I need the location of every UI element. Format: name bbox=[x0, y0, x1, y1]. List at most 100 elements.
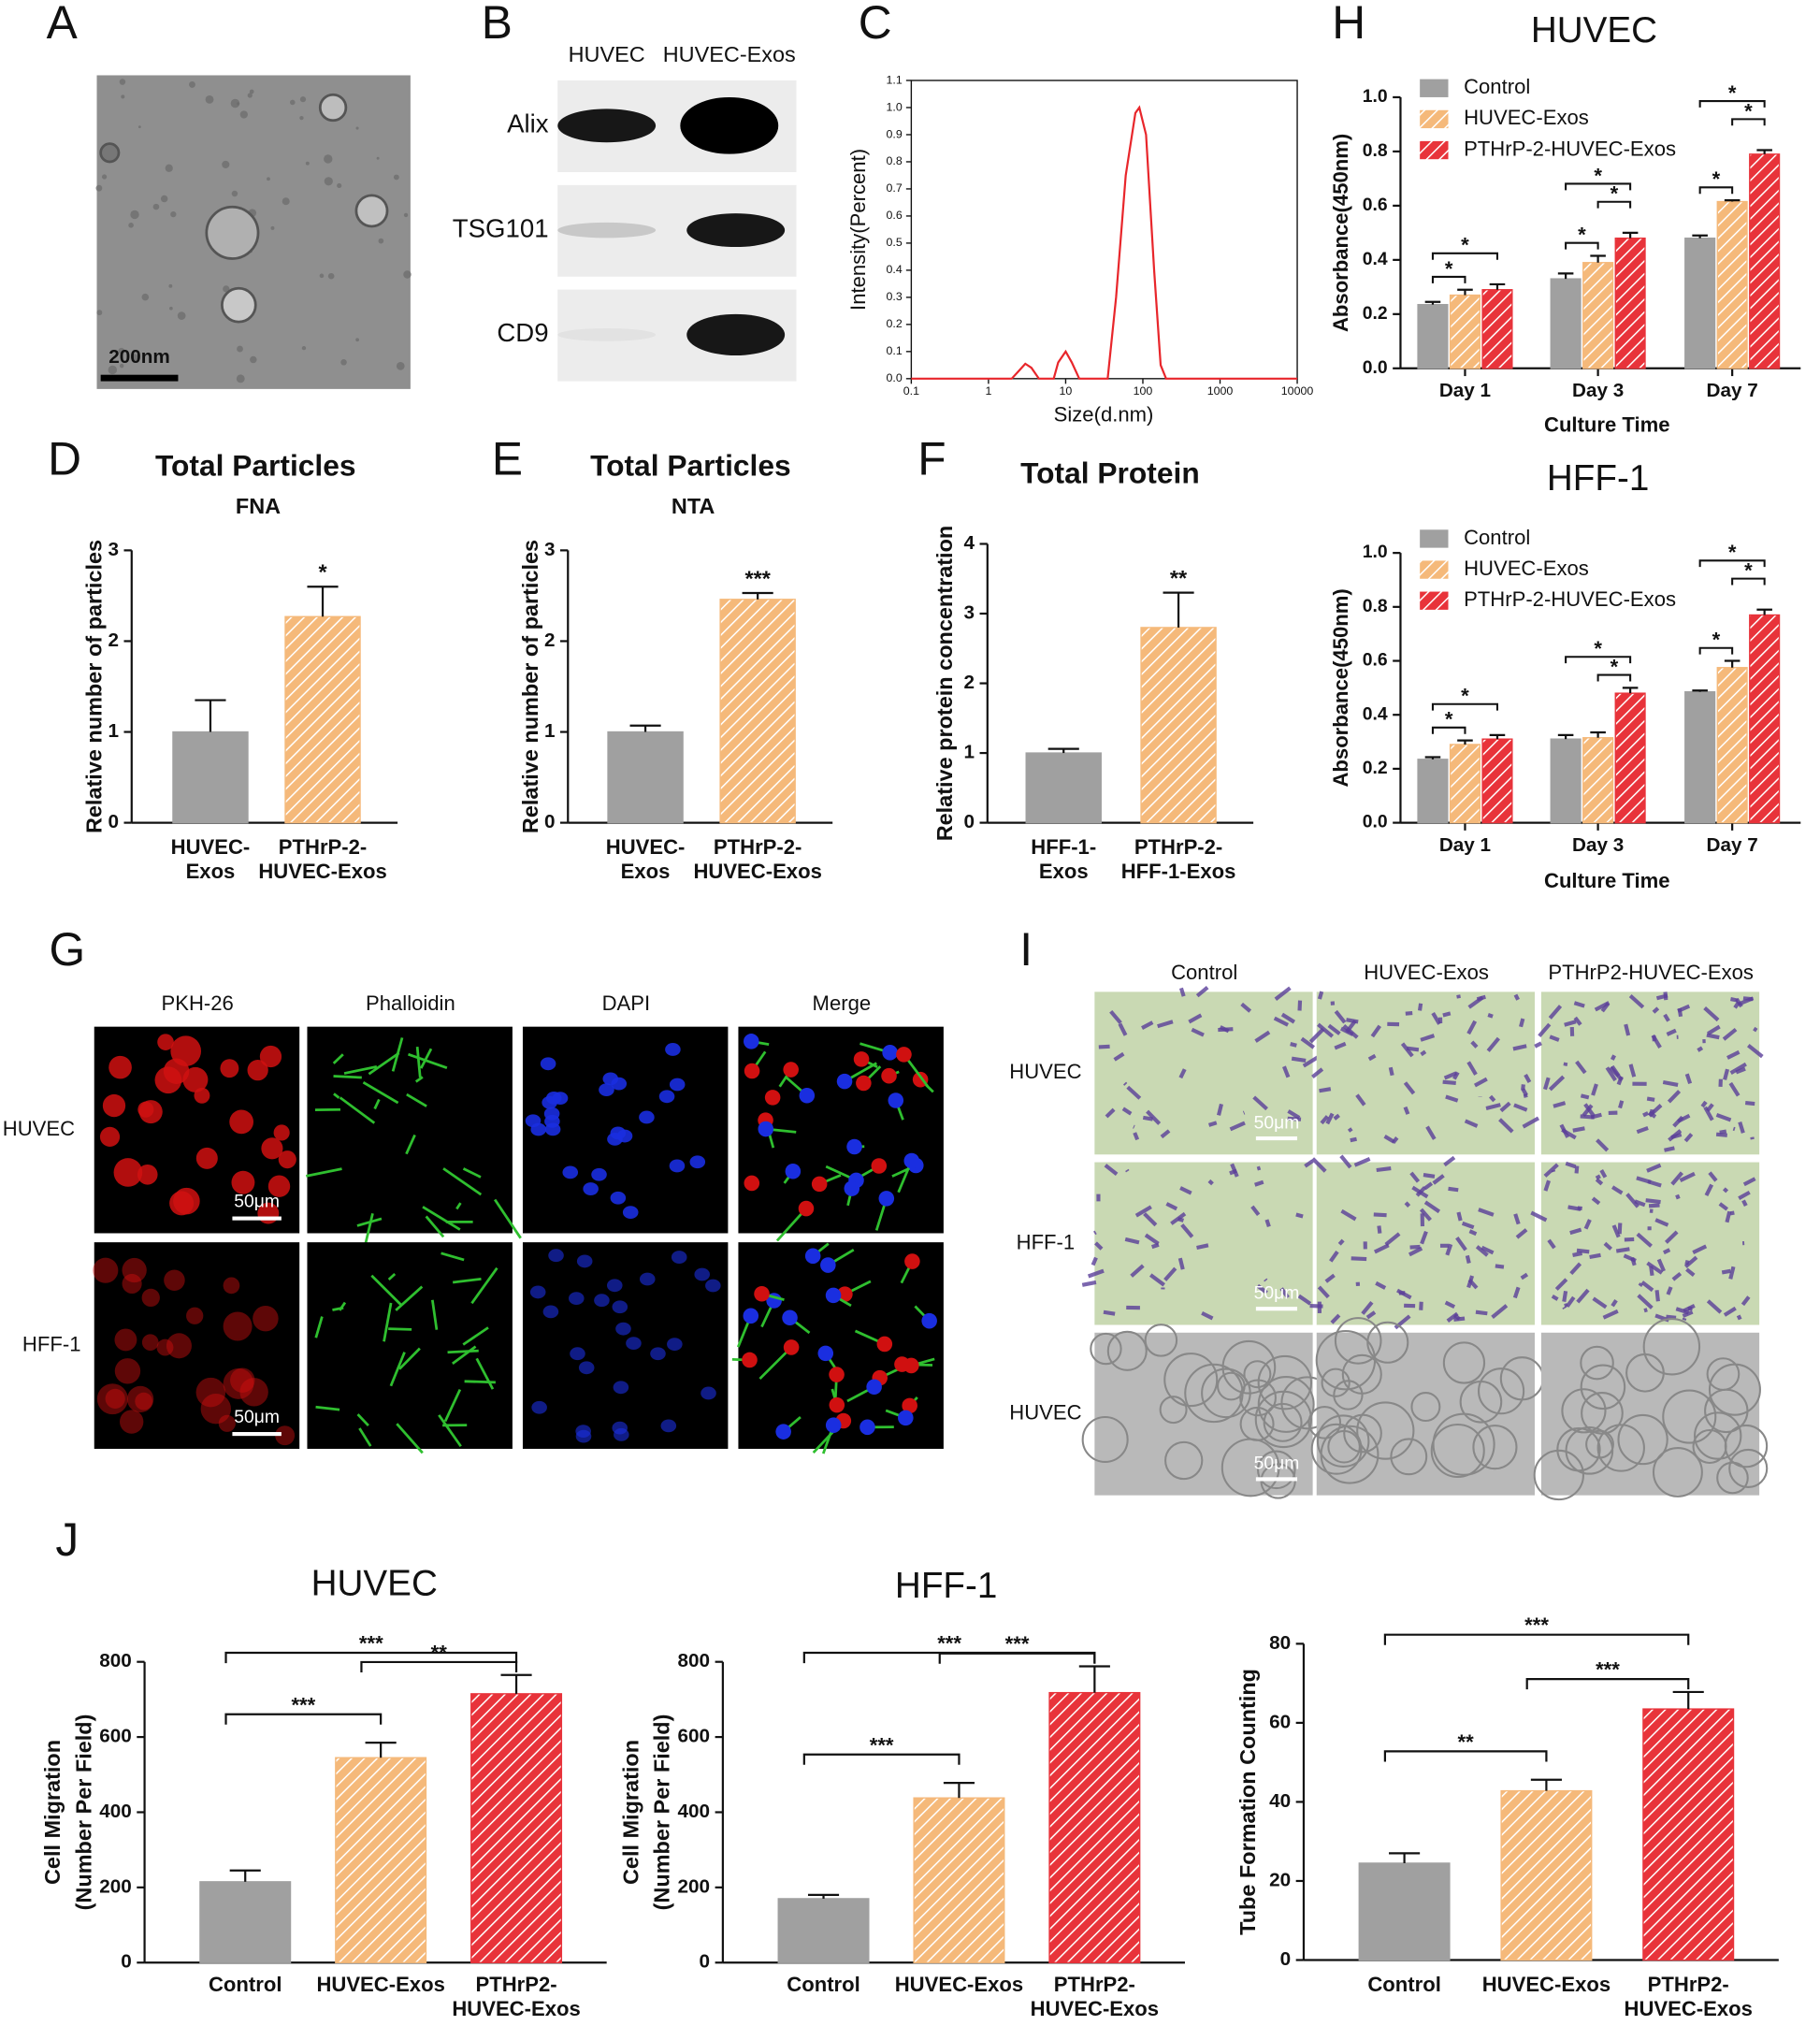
cell bbox=[164, 1269, 185, 1291]
nucleus bbox=[758, 1121, 773, 1137]
cell bbox=[1754, 1029, 1756, 1031]
bar bbox=[1643, 1709, 1734, 1960]
cell bbox=[1197, 1245, 1208, 1248]
nucleus bbox=[782, 1309, 798, 1325]
cell bbox=[1566, 1063, 1567, 1066]
panel-letter: A bbox=[47, 0, 79, 49]
x-tick-label: PTHrP2- bbox=[476, 1973, 557, 1996]
tem-speck bbox=[138, 125, 141, 128]
chart-title: HFF-1 bbox=[895, 1566, 997, 1606]
tem-speck bbox=[340, 359, 347, 366]
cell bbox=[1082, 1282, 1096, 1285]
bar bbox=[471, 1694, 562, 1962]
tem-speck bbox=[250, 356, 256, 363]
cell bbox=[1449, 1189, 1459, 1190]
tem-speck bbox=[240, 110, 248, 118]
tem-speck bbox=[130, 210, 138, 219]
y-tick-label: 0.3 bbox=[886, 290, 902, 303]
nucleus bbox=[626, 1337, 642, 1350]
band bbox=[557, 328, 656, 341]
cell bbox=[1104, 1312, 1115, 1314]
nucleus bbox=[903, 1153, 919, 1169]
significance-label: *** bbox=[937, 1632, 961, 1656]
cell bbox=[1351, 1258, 1366, 1259]
protein-label: CD9 bbox=[497, 318, 548, 347]
bar bbox=[1451, 745, 1481, 823]
cell bbox=[1730, 1213, 1734, 1214]
y-tick-label: 0.0 bbox=[1363, 358, 1388, 378]
cell bbox=[1722, 1271, 1730, 1273]
line-series bbox=[911, 108, 1297, 379]
nucleus bbox=[650, 1347, 666, 1360]
cell bbox=[1218, 1029, 1233, 1030]
cell bbox=[1680, 1008, 1681, 1017]
cell bbox=[1564, 1308, 1565, 1309]
bar bbox=[778, 1899, 869, 1962]
y-tick-label: 2 bbox=[544, 629, 556, 651]
significance-label: * bbox=[1594, 164, 1602, 187]
cell bbox=[1521, 1019, 1523, 1027]
nucleus bbox=[543, 1305, 559, 1318]
nucleus bbox=[829, 1367, 845, 1382]
nucleus bbox=[921, 1313, 937, 1329]
cell bbox=[1620, 1101, 1622, 1108]
significance-label: * bbox=[1611, 182, 1619, 206]
nucleus bbox=[877, 1337, 893, 1353]
cell bbox=[1535, 1043, 1541, 1046]
x-tick-label: HUVEC-Exos bbox=[693, 860, 821, 883]
x-tick-label: PTHrP-2- bbox=[279, 835, 367, 859]
tem-speck bbox=[231, 99, 240, 109]
x-axis-label: Size(d.nm) bbox=[1054, 403, 1154, 427]
y-tick-label: 2 bbox=[108, 629, 119, 651]
error-bar bbox=[1558, 273, 1574, 279]
cell bbox=[1716, 1135, 1727, 1136]
legend-swatch bbox=[1420, 80, 1448, 97]
bar bbox=[1685, 692, 1715, 823]
nucleus bbox=[544, 1115, 560, 1128]
cell bbox=[1632, 1258, 1635, 1266]
nucleus bbox=[854, 1051, 870, 1067]
lane-label: HUVEC-Exos bbox=[663, 42, 796, 66]
cell bbox=[274, 1124, 290, 1140]
legend-label: PTHrP-2-HUVEC-Exos bbox=[1464, 137, 1676, 160]
nucleus bbox=[602, 1072, 618, 1085]
cell bbox=[1209, 1180, 1213, 1183]
y-tick-label: 600 bbox=[678, 1726, 711, 1747]
significance-label: * bbox=[1578, 224, 1586, 247]
y-axis-label: Absorbance(450nm) bbox=[1329, 134, 1352, 332]
tem-speck bbox=[355, 338, 359, 341]
y-tick-label: 3 bbox=[544, 539, 556, 560]
x-tick-label: Day 7 bbox=[1707, 834, 1758, 856]
nucleus bbox=[607, 1133, 623, 1146]
cell bbox=[1616, 1249, 1629, 1251]
bar bbox=[1501, 1791, 1592, 1960]
error-bar bbox=[1079, 1667, 1110, 1693]
nucleus bbox=[754, 1286, 770, 1302]
cell bbox=[1720, 1132, 1726, 1133]
bar bbox=[1750, 154, 1780, 369]
nucleus bbox=[667, 1338, 683, 1351]
fiber bbox=[334, 1077, 362, 1078]
nucleus bbox=[743, 1309, 758, 1324]
column-label: Phalloidin bbox=[366, 991, 455, 1015]
tem-speck bbox=[237, 346, 243, 353]
x-tick-label: HUVEC-Exos bbox=[895, 1973, 1023, 1996]
nucleus bbox=[661, 1419, 677, 1432]
micrograph bbox=[307, 1242, 512, 1449]
y-tick-label: 0.7 bbox=[886, 181, 902, 195]
scale-bar-label: 50μm bbox=[234, 1408, 280, 1427]
y-tick-label: 400 bbox=[678, 1801, 711, 1822]
x-tick-label: HUVEC-Exos bbox=[1625, 1997, 1753, 2020]
cell bbox=[1292, 1059, 1306, 1061]
y-axis-label: Relative protein concentration bbox=[932, 526, 957, 842]
cell bbox=[1665, 1148, 1675, 1150]
tem-speck bbox=[320, 274, 325, 279]
y-tick-label: 0.4 bbox=[1363, 704, 1388, 724]
y-tick-label: 800 bbox=[99, 1650, 132, 1671]
cell bbox=[231, 1171, 254, 1194]
significance-label: * bbox=[1461, 234, 1469, 257]
y-tick-label: 0.8 bbox=[886, 154, 902, 167]
nucleus bbox=[607, 1279, 623, 1292]
bar bbox=[1551, 739, 1581, 822]
nucleus bbox=[879, 1191, 895, 1207]
